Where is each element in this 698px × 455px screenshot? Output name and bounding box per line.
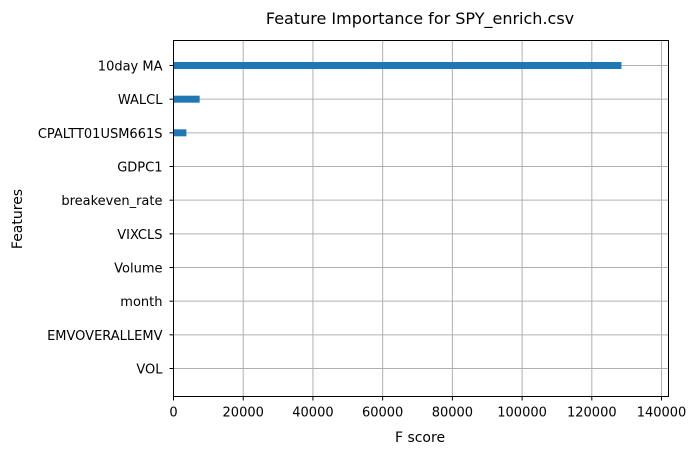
y-tick-label: GDPC1 xyxy=(117,161,162,176)
y-tick-label: VIXCLS xyxy=(117,228,162,243)
x-tick-label: 60000 xyxy=(362,406,403,421)
plot-frame xyxy=(173,40,669,397)
x-tick-label: 40000 xyxy=(292,406,333,421)
bar xyxy=(173,95,200,103)
bar xyxy=(173,129,187,137)
x-axis-ticks: 0 20000 40000 60000 80000 100000 120000 140000 xyxy=(169,396,687,421)
x-tick-label: 80000 xyxy=(432,406,473,421)
y-axis-ticks: 10day MA WALCL CPALTT01USM661S GDPC1 breakev… xyxy=(38,60,174,378)
y-tick-label: month xyxy=(120,295,162,310)
x-tick-label: 140000 xyxy=(637,406,687,421)
x-tick-label: 0 xyxy=(169,406,177,421)
x-tick-label: 100000 xyxy=(497,406,547,421)
x-tick-label: 120000 xyxy=(567,406,617,421)
x-tick-label: 20000 xyxy=(223,406,264,421)
x-axis-label: F score xyxy=(395,430,445,446)
y-tick-label: WALCL xyxy=(118,93,163,108)
y-tick-label: VOL xyxy=(136,363,163,378)
y-tick-label: CPALTT01USM661S xyxy=(38,127,163,142)
y-axis-label: Features xyxy=(10,189,26,249)
chart-title: Feature Importance for SPY_enrich.csv xyxy=(266,9,574,29)
y-tick-label: breakeven_rate xyxy=(61,194,162,209)
bars xyxy=(173,62,622,137)
y-tick-label: EMVOVERALLEMV xyxy=(47,329,163,344)
bar xyxy=(173,62,622,69)
y-tick-label: Volume xyxy=(114,262,162,277)
grid xyxy=(173,40,669,397)
y-tick-label: 10day MA xyxy=(98,60,163,75)
